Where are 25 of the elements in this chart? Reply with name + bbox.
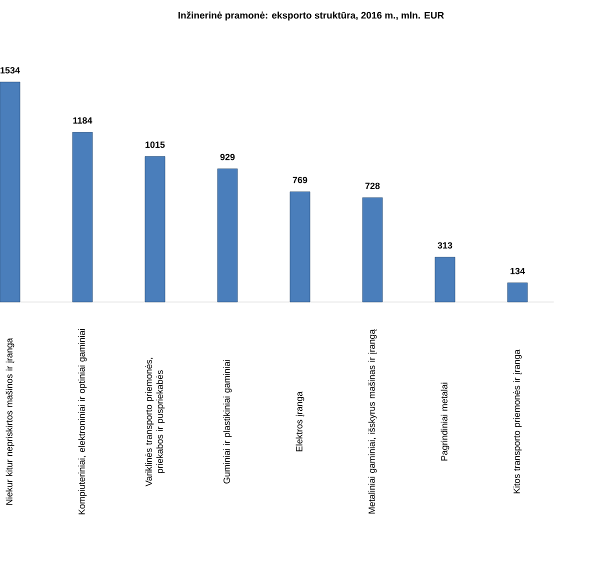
data-label: 1534 [0, 67, 20, 74]
data-label: 134 [510, 268, 525, 274]
data-label: 929 [220, 154, 235, 160]
data-label: 1015 [146, 142, 165, 148]
bar [507, 282, 528, 302]
chart-title: Inžinerinė pramonė: eksporto struktūra, 2016 m., mln. EUR [178, 11, 444, 21]
x-tick-label: Kompiuteriniai, elektroniniai ir optiniai gaminiai [78, 329, 87, 514]
bar [434, 256, 456, 302]
x-tick-label: Pagrindiniai metalai [440, 382, 450, 460]
data-label: 313 [438, 242, 452, 249]
bar [217, 168, 238, 302]
x-tick-label: Guminiai ir plastikiniai gaminiai [223, 360, 232, 484]
bar [362, 197, 383, 302]
x-tick-label: Niekur kitur nepriskirtos mašinos ir įranga [6, 338, 14, 505]
bar [0, 82, 20, 302]
data-label: 728 [365, 182, 380, 190]
data-label: 769 [292, 176, 308, 184]
x-tick-label: Elektros įranga [296, 391, 304, 452]
x-tick-label: Metaliniai gaminiai, išskyrus mašinas ir įrangą [368, 329, 377, 514]
bar [144, 156, 166, 302]
x-tick-label: Variklinės transporto priemonės, priekabos ir puspriekabės [145, 358, 165, 486]
data-label: 1184 [73, 117, 92, 124]
bar [72, 132, 93, 302]
bar [290, 192, 310, 302]
x-tick-label: Kitos transporto priemonės ir įranga [513, 349, 522, 494]
